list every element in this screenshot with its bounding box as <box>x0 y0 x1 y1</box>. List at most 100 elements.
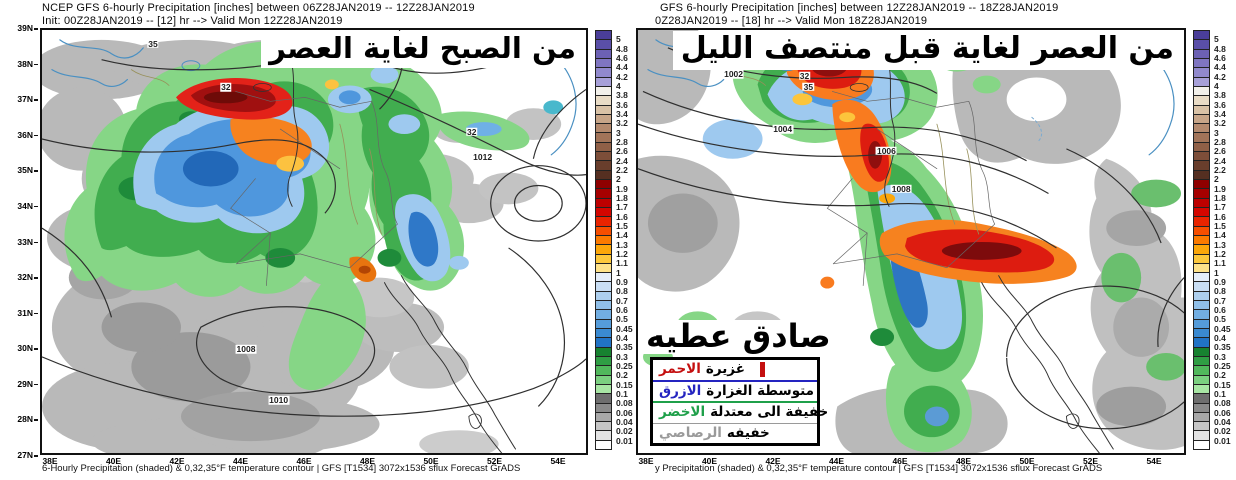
left-panel-title-line2: Init: 00Z28JAN2019 -- [12] hr --> Valid … <box>42 15 343 27</box>
colorbar-tick-label: 3 <box>616 127 621 138</box>
legend-row: الازرق متوسطة الغزارة <box>653 382 817 404</box>
gray-shading <box>638 30 1184 453</box>
contour-value-label: 1010 <box>268 394 290 405</box>
colorbar-tick-label: 1.3 <box>616 239 628 250</box>
lon-tick-label: 54E <box>550 456 566 466</box>
colorbar-tick-label: 5 <box>1214 34 1219 45</box>
colorbar-tick-label: 3.4 <box>616 109 628 119</box>
colorbar-tick-label: 1 <box>1214 267 1219 278</box>
right-lon-axis: 38E 40E 42E 44E 46E 48E 50E 52E 54E <box>636 456 1186 466</box>
colorbar-cell <box>1194 161 1209 171</box>
contour-value-label: 32 <box>466 126 478 137</box>
colorbar-tick-label: 0.25 <box>616 361 633 371</box>
colorbar-cell <box>596 375 611 385</box>
colorbar-tick-label: 0.8 <box>1214 286 1226 297</box>
contour-value-label: 1002 <box>723 69 745 80</box>
colorbar-cell <box>596 207 611 218</box>
colorbar-tick-label: 0.15 <box>1214 379 1231 390</box>
colorbar-tick-label: 0.45 <box>616 323 633 334</box>
colorbar-cell <box>1194 263 1209 274</box>
colorbar-cell <box>596 49 611 59</box>
lon-tick-label: 52E <box>486 456 503 466</box>
colorbar-cell <box>596 245 611 255</box>
legend-row: الاخضر خفيفة الى معتدلة <box>653 403 828 424</box>
colorbar-tick-label: 0.35 <box>616 342 633 353</box>
colorbar-cell <box>1194 422 1209 432</box>
colorbar-cell <box>1194 114 1209 125</box>
colorbar-tick-label: 0.4 <box>616 333 628 343</box>
colorbar-tick-label: 1.2 <box>616 248 628 259</box>
contour-value-label: 1012 <box>472 151 494 162</box>
lon-tick-label: 42E <box>169 456 185 466</box>
colorbar-tick-label: 2.4 <box>616 155 628 166</box>
colorbar-tick-label: 4 <box>616 80 621 91</box>
colorbar-tick-label: 4.6 <box>1214 52 1226 63</box>
colorbar-cell <box>596 319 611 329</box>
colorbar-cell <box>1194 310 1209 320</box>
legend-row: الرصاصي خفيفه <box>653 424 817 444</box>
colorbar-cell <box>1194 366 1209 376</box>
colorbar-tick-label: 0.1 <box>616 388 628 399</box>
colorbar-cell <box>1194 133 1209 143</box>
contour-value-label: 1006 <box>875 145 897 156</box>
colorbar-cell <box>596 384 611 395</box>
right-contour-labels: 1002 32 35 1004 1006 1008 <box>638 30 1184 453</box>
colorbar-tick-label: 0.06 <box>1214 407 1231 418</box>
colorbar-cell <box>1194 338 1209 348</box>
colorbar-cell <box>596 310 611 320</box>
colorbar-tick-label: 0.08 <box>1214 398 1231 409</box>
colorbar-cell <box>1194 58 1209 69</box>
colorbar-tick-label: 4.4 <box>616 62 628 73</box>
colorbar-cell <box>1194 226 1209 236</box>
lon-tick-label: 44E <box>828 456 845 466</box>
colorbar-cell <box>596 403 611 413</box>
colorbar-tick-label: 1 <box>616 267 621 278</box>
colorbar-tick-label: 2.8 <box>1214 136 1226 147</box>
colorbar-tick-label: 4.4 <box>1214 62 1226 73</box>
colorbar-cell <box>596 40 611 50</box>
lon-tick-label: 46E <box>296 456 312 466</box>
colorbar-tick-label: 0.9 <box>616 277 628 287</box>
legend-description: غزيرة <box>705 361 745 377</box>
colorbar-cell <box>596 68 611 78</box>
colorbar-cell <box>596 301 611 311</box>
colorbar-cell <box>596 152 611 162</box>
colorbar-cell <box>1194 152 1209 162</box>
lon-tick-label: 50E <box>423 456 439 466</box>
colorbar-cell <box>596 189 611 199</box>
colorbar-cell <box>1194 403 1209 413</box>
colorbar-tick-label: 1.5 <box>1214 221 1226 231</box>
lon-tick-label: 48E <box>359 456 376 466</box>
colorbar-tick-label: 1.2 <box>1214 248 1226 259</box>
colorbar-cell <box>596 329 611 339</box>
colorbar-cell <box>1194 49 1209 59</box>
lon-tick-label: 52E <box>1082 456 1099 466</box>
colorbar-tick-label: 0.3 <box>616 351 628 362</box>
colorbar-cell <box>596 394 611 404</box>
colorbar-tick-label: 0.6 <box>1214 304 1226 315</box>
colorbar-tick-label: 1.7 <box>1214 202 1226 213</box>
colorbar-tick-label: 0.02 <box>616 426 633 437</box>
legend-row: الاحمر غزيرة <box>653 360 817 382</box>
colorbar-tick-label: 3.6 <box>1214 99 1226 110</box>
colorbar-cell <box>596 412 611 423</box>
contour-value-label: 32 <box>220 81 232 92</box>
colorbar-cell <box>596 170 611 180</box>
colorbar-cell <box>1194 301 1209 311</box>
colorbar-tick-label: 0.2 <box>1214 370 1226 381</box>
colorbar-tick-label: 4.2 <box>616 71 628 82</box>
colorbar-tick-label: 0.06 <box>616 407 633 418</box>
right-map: من العصر لغاية قبل منتصف الليل 1002 32 35 1… <box>636 28 1186 455</box>
colorbar-cell <box>596 161 611 171</box>
lat-tick-label: 30N <box>17 343 38 353</box>
colorbar-tick-label: 0.1 <box>1214 388 1226 399</box>
colorbar-tick-label: 4 <box>1214 80 1219 91</box>
colorbar-cell <box>1194 40 1209 50</box>
legend-description: متوسطة الغزارة <box>706 382 815 399</box>
legend-description: خفيفه <box>726 424 770 441</box>
colorbar-tick-label: 1.7 <box>616 202 628 213</box>
colorbar-tick-label: 0.04 <box>1214 417 1231 427</box>
contour-value-label: 35 <box>147 38 159 49</box>
colorbar-tick-label: 1.4 <box>1214 230 1226 241</box>
colorbar-cell <box>1194 384 1209 395</box>
